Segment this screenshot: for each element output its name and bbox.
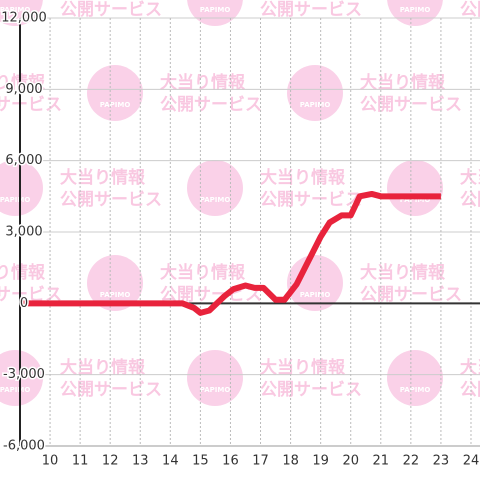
watermark-text: 大当り情報 <box>0 262 46 283</box>
x-tick-label: 17 <box>252 454 269 469</box>
watermark-logo <box>187 160 243 216</box>
watermark-text: 大当り情報 <box>260 357 346 378</box>
y-tick-label: -3,000 <box>3 367 45 382</box>
watermark-text: 大当り情報 <box>360 262 446 283</box>
watermark-logo-text: PAPIMO <box>0 196 30 204</box>
watermark-text: 公開サービス <box>360 95 462 115</box>
watermark-text: 大当り情報 <box>460 357 480 378</box>
y-tick-label: 3,000 <box>5 225 42 240</box>
watermark-text: 大当り情報 <box>460 167 480 188</box>
watermark-text: 大当り情報 <box>160 262 246 283</box>
x-tick-label: 16 <box>222 454 239 469</box>
x-tick-label: 11 <box>72 454 89 469</box>
watermark-text: 大当り情報 <box>160 72 246 93</box>
y-tick-label: 9,000 <box>5 82 42 97</box>
x-tick-label: 14 <box>162 454 179 469</box>
watermark-logo <box>87 255 143 311</box>
watermark-text: 公開サービス <box>260 190 362 210</box>
watermark-logo <box>0 0 43 26</box>
watermark-logo-text: PAPIMO <box>400 6 431 14</box>
watermark-text: 公開サービス <box>0 285 62 305</box>
x-tick-label: 23 <box>433 454 450 469</box>
x-tick-label: 22 <box>403 454 420 469</box>
x-tick-label: 13 <box>132 454 149 469</box>
watermark-logo <box>0 350 43 406</box>
watermark-logo <box>187 0 243 26</box>
x-tick-label: 18 <box>282 454 299 469</box>
x-tick-label: 20 <box>342 454 359 469</box>
watermark-logo-text: PAPIMO <box>200 386 231 394</box>
watermark-text: 公開サービス <box>460 190 480 210</box>
x-tick-label: 19 <box>312 454 329 469</box>
watermark-layer: PAPIMO大当り情報公開サービスPAPIMO大当り情報公開サービスPAPIMO… <box>0 0 480 406</box>
y-tick-label: 12,000 <box>1 11 47 26</box>
watermark-logo-text: PAPIMO <box>200 6 231 14</box>
x-tick-label: 12 <box>102 454 119 469</box>
watermark-logo <box>387 0 443 26</box>
watermark-logo-text: PAPIMO <box>0 6 30 14</box>
y-tick-label: -6,000 <box>3 439 45 454</box>
x-tick-label: 21 <box>373 454 390 469</box>
watermark-text: 大当り情報 <box>60 357 146 378</box>
watermark-text: 大当り情報 <box>360 72 446 93</box>
watermark-text: 公開サービス <box>260 380 362 400</box>
watermark-logo <box>287 65 343 121</box>
x-tick-label: 15 <box>192 454 209 469</box>
y-tick-label: 0 <box>20 296 28 311</box>
watermark-logo-text: PAPIMO <box>0 386 30 394</box>
watermark-logo-text: PAPIMO <box>100 291 131 299</box>
x-tick-label: 10 <box>42 454 59 469</box>
watermark-text: 公開サービス <box>60 0 162 20</box>
watermark-text: 公開サービス <box>160 95 262 115</box>
label-layer: -6,000 -3,000 0 3,000 6,000 9,000 12,000 10 11 12… <box>0 9 480 469</box>
watermark-logo <box>0 160 43 216</box>
plot-layer <box>19 18 480 447</box>
watermark-logo-text: PAPIMO <box>400 196 431 204</box>
y-tick-label: 6,000 <box>5 153 42 168</box>
watermark-text: 大当り情報 <box>60 167 146 188</box>
watermark-logo <box>187 350 243 406</box>
watermark-logo-text: PAPIMO <box>100 101 131 109</box>
data-line <box>20 190 441 316</box>
x-tick-label: 24 <box>463 454 480 469</box>
watermark-logo <box>387 160 443 216</box>
watermark-logo <box>387 350 443 406</box>
watermark-logo-text: PAPIMO <box>200 196 231 204</box>
watermark-text: 公開サービス <box>60 380 162 400</box>
watermark-text: 公開サービス <box>60 190 162 210</box>
watermark-text: 公開サービス <box>260 0 362 20</box>
watermark-text: 大当り情報 <box>0 72 46 93</box>
watermark-logo-text: PAPIMO <box>300 101 331 109</box>
watermark-logo-text: PAPIMO <box>300 291 331 299</box>
watermark-text: 公開サービス <box>460 380 480 400</box>
watermark-text: 大当り情報 <box>260 167 346 188</box>
watermark-text: 公開サービス <box>0 95 62 115</box>
watermark-text: 公開サービス <box>460 0 480 20</box>
watermark-logo-text: PAPIMO <box>400 386 431 394</box>
watermark-logo <box>87 65 143 121</box>
